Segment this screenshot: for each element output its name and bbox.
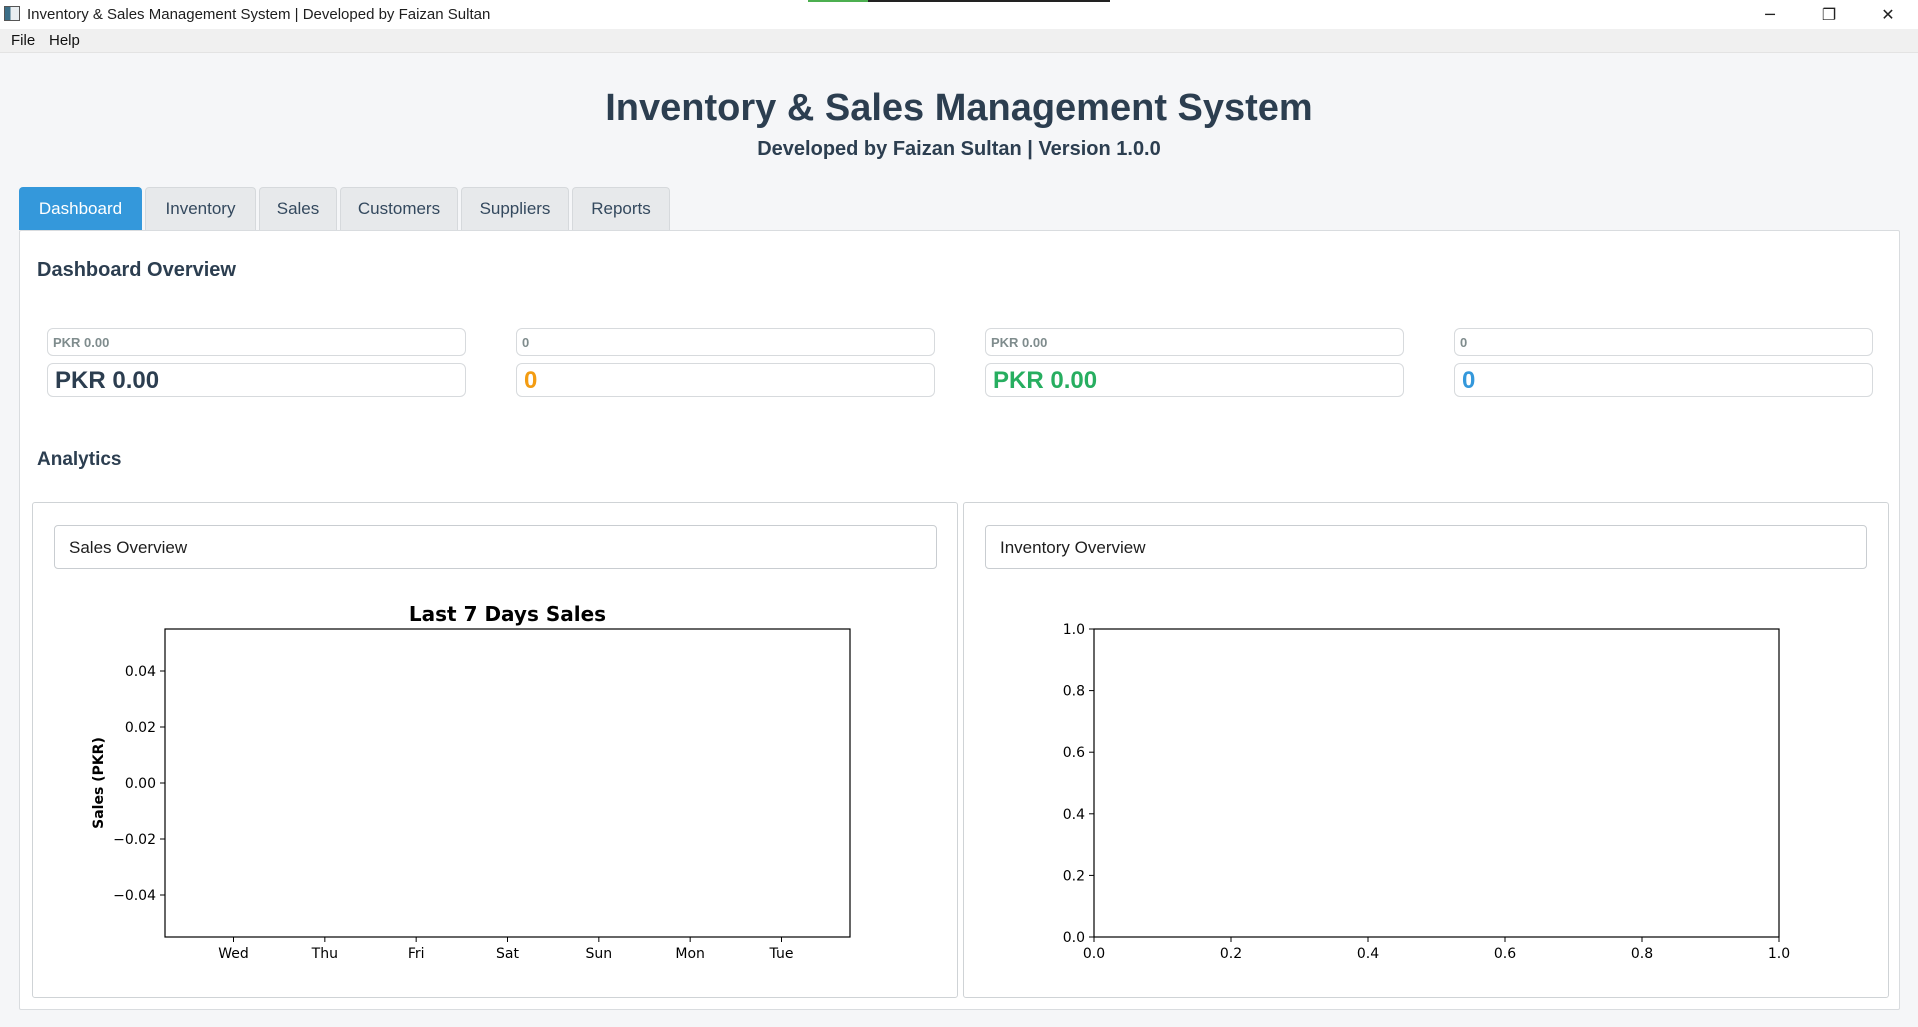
x-tick-label: 1.0: [1768, 946, 1790, 962]
analytics-title: Analytics: [37, 449, 122, 470]
stat-caption-items: 0: [1454, 328, 1873, 356]
y-tick-label: 1.0: [1063, 622, 1085, 638]
inventory-chart: 0.0 0.2 0.4 0.6 0.8 1.0 0.0 0.2 0.4 0.6 0.8 1.0: [1063, 622, 1790, 962]
app-subtitle: Developed by Faizan Sultan | Version 1.0…: [757, 138, 1161, 160]
progress-fill: [808, 0, 869, 2]
y-tick-label: 0.4: [1063, 807, 1085, 823]
y-tick-label: 0.2: [1063, 868, 1085, 884]
plot-area: [1093, 628, 1780, 938]
x-tick-label: Wed: [218, 946, 249, 962]
tab-sales[interactable]: Sales: [259, 187, 337, 230]
x-tick-label: Thu: [311, 946, 338, 962]
sales-chart: Last 7 Days Sales 0.04 0.02 0.00 −0.02 −0.04 W…: [91, 602, 851, 962]
stat-caption-sales: PKR 0.00: [47, 328, 466, 356]
x-tick-label: Sat: [496, 946, 519, 962]
stat-caption-profit: PKR 0.00: [985, 328, 1404, 356]
y-tick-label: 0.02: [125, 720, 156, 736]
plot-area: [164, 628, 851, 938]
inventory-chart-frame: Inventory Overview 0.0 0.2 0.4 0.6 0.8 1.0 0.0…: [963, 502, 1889, 998]
tab-suppliers[interactable]: Suppliers: [461, 187, 569, 230]
x-tick-label: 0.4: [1357, 946, 1379, 962]
y-tick-label: 0.6: [1063, 745, 1085, 761]
stat-caption-count: 0: [516, 328, 935, 356]
window-title: Inventory & Sales Management System | De…: [27, 6, 491, 23]
y-tick-label: 0.04: [125, 664, 156, 680]
close-icon[interactable]: ✕: [1881, 5, 1895, 24]
chart-title: Last 7 Days Sales: [409, 602, 606, 626]
x-tick-label: Tue: [769, 946, 794, 962]
x-tick-label: 0.8: [1631, 946, 1653, 962]
tab-reports[interactable]: Reports: [572, 187, 670, 230]
menu-bar: File Help: [0, 29, 1918, 53]
stat-value-sales: PKR 0.00: [47, 363, 466, 397]
menu-file[interactable]: File: [11, 32, 36, 49]
stat-value-count: 0: [516, 363, 935, 397]
x-tick-label: Mon: [675, 946, 705, 962]
y-tick-label: −0.04: [113, 888, 156, 904]
app-icon: [4, 6, 20, 21]
dashboard-title: Dashboard Overview: [37, 259, 236, 281]
sales-chart-frame: Sales Overview Last 7 Days Sales 0.04 0.02…: [32, 502, 958, 998]
stat-value-profit: PKR 0.00: [985, 363, 1404, 397]
sales-overview-header: Sales Overview: [54, 525, 937, 569]
x-tick-label: Sun: [586, 946, 613, 962]
y-tick-label: 0.8: [1063, 684, 1085, 700]
x-tick-label: 0.6: [1494, 946, 1516, 962]
y-tick-label: 0.00: [125, 776, 156, 792]
loading-progress: [808, 0, 1110, 2]
title-bar: Inventory & Sales Management System | De…: [0, 0, 1918, 29]
x-tick-label: Fri: [408, 946, 425, 962]
restore-icon[interactable]: ❐: [1821, 5, 1837, 24]
menu-help[interactable]: Help: [49, 32, 80, 49]
tab-inventory[interactable]: Inventory: [145, 187, 256, 230]
minimize-icon[interactable]: ─: [1765, 5, 1775, 24]
tab-dashboard[interactable]: Dashboard: [19, 187, 142, 230]
inventory-overview-header: Inventory Overview: [985, 525, 1867, 569]
y-axis-label: Sales (PKR): [91, 737, 107, 829]
y-tick-label: 0.0: [1063, 930, 1085, 946]
app-title: Inventory & Sales Management System: [605, 87, 1313, 129]
tab-customers[interactable]: Customers: [340, 187, 458, 230]
y-tick-label: −0.02: [113, 832, 156, 848]
x-tick-label: 0.2: [1220, 946, 1242, 962]
x-tick-label: 0.0: [1083, 946, 1105, 962]
stat-value-items: 0: [1454, 363, 1873, 397]
